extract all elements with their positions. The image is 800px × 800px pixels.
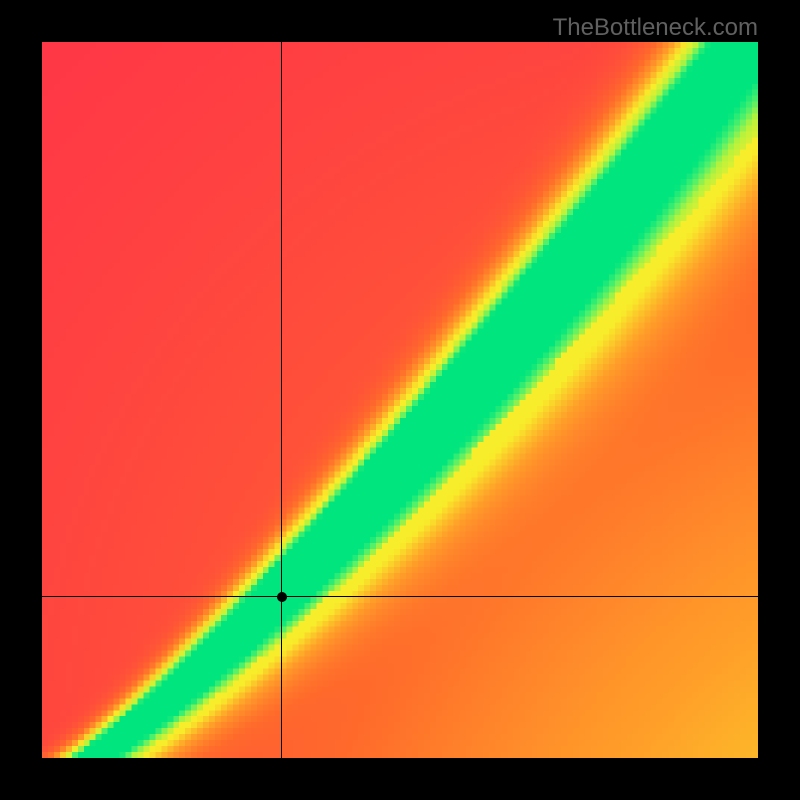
crosshair-marker	[277, 592, 287, 602]
crosshair-horizontal	[42, 596, 758, 597]
bottleneck-heatmap	[42, 42, 758, 758]
chart-container: TheBottleneck.com	[0, 0, 800, 800]
crosshair-vertical	[281, 42, 282, 758]
watermark-text: TheBottleneck.com	[553, 14, 758, 42]
